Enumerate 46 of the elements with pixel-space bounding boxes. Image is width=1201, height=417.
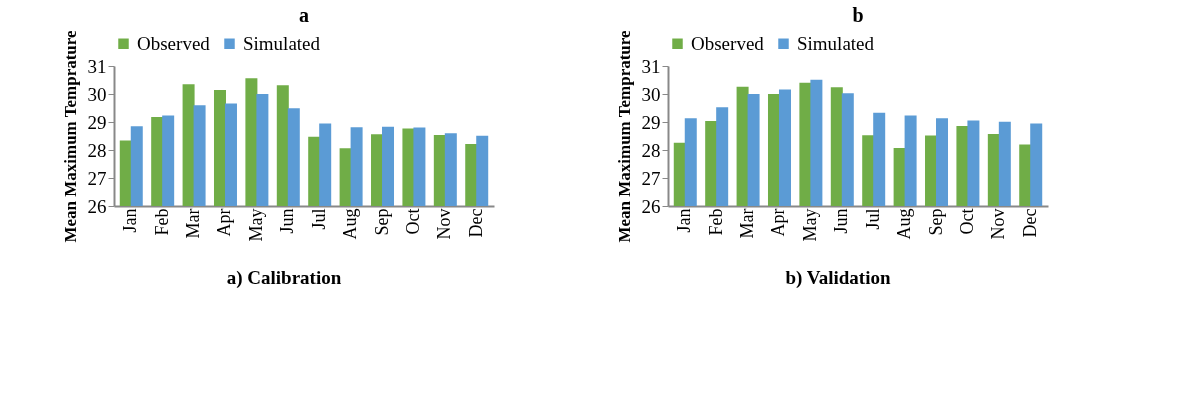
x-tick-label: Jan [120, 208, 141, 233]
x-tick-label: Oct [402, 208, 423, 235]
legend-label: Observed [137, 32, 211, 54]
y-tick-label: 29 [641, 111, 661, 133]
x-tick-label: Dec [1019, 208, 1040, 238]
y-tick-label: 30 [87, 83, 107, 105]
x-tick-label: Apr [214, 208, 235, 237]
y-tick-label: 29 [87, 111, 107, 133]
text: a) Calibration [226, 267, 342, 289]
x-tick-label: Jun [277, 208, 298, 234]
x-tick-label: Sep [925, 208, 946, 236]
y-tick-label: 30 [641, 83, 661, 105]
y-axis-title: Mean Maximum Temprature [60, 29, 80, 243]
x-tick-label: Dec [465, 208, 486, 238]
x-tick-label: May [245, 208, 266, 242]
y-tick-label: 31 [641, 55, 661, 77]
x-tick-label: Oct [956, 208, 977, 235]
legend-label: Simulated [797, 32, 875, 54]
y-tick-label: 27 [641, 167, 661, 189]
legend-label: Simulated [243, 32, 321, 54]
y-tick-label: 28 [87, 139, 107, 161]
chart-title: b [852, 3, 864, 26]
y-tick-label: 26 [87, 195, 107, 217]
x-tick-label: Jul [308, 208, 329, 230]
y-axis-title: Mean Maximum Temprature [614, 29, 634, 243]
chart-title: a [299, 3, 309, 26]
x-tick-label: Jun [831, 208, 852, 234]
x-tick-label: Feb [151, 208, 172, 236]
text: b) Validation [785, 267, 891, 289]
y-tick-label: 26 [641, 195, 661, 217]
x-tick-label: Nov [988, 208, 1009, 240]
x-tick-label: Aug [340, 208, 361, 240]
x-tick-label: Apr [768, 208, 789, 237]
x-tick-label: Sep [371, 208, 392, 236]
y-tick-label: 28 [641, 139, 661, 161]
legend-label: Observed [691, 32, 765, 54]
y-tick-label: 27 [87, 167, 107, 189]
x-tick-label: Feb [705, 208, 726, 236]
x-tick-label: May [799, 208, 820, 242]
x-tick-label: Aug [894, 208, 915, 240]
x-tick-label: Mar [183, 208, 204, 239]
x-tick-label: Nov [434, 208, 455, 240]
x-tick-label: Mar [737, 208, 758, 239]
y-tick-label: 31 [87, 55, 107, 77]
x-tick-label: Jan [674, 208, 695, 233]
x-tick-label: Jul [862, 208, 883, 230]
